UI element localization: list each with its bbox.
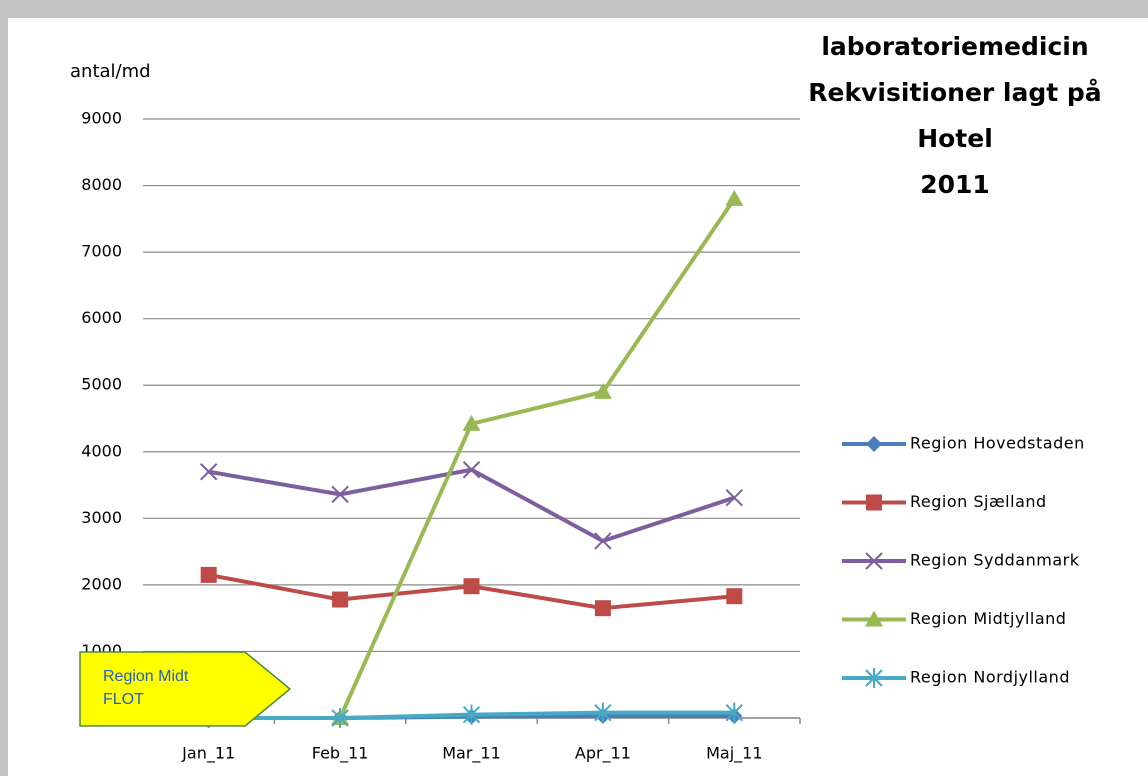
legend-marker: [865, 552, 883, 570]
y-axis-label: antal/md: [70, 61, 151, 82]
marker: [725, 488, 744, 507]
marker: [462, 461, 481, 479]
x-tick-label: Maj_11: [706, 744, 762, 764]
callout-text: FLOT: [103, 691, 144, 708]
legend-marker: [865, 610, 883, 627]
marker: [199, 463, 218, 481]
marker: [593, 382, 612, 399]
legend-marker: [866, 494, 882, 511]
y-tick-label: 9000: [81, 109, 122, 128]
y-tick-label: 4000: [81, 441, 122, 460]
marker: [462, 704, 481, 725]
legend-label: Region Sjælland: [910, 492, 1047, 511]
chart-title: Rekvisitioner lagt på: [808, 78, 1101, 107]
chart-title: 2011: [920, 170, 990, 199]
marker: [463, 578, 480, 595]
legend-marker: [866, 436, 882, 452]
marker: [726, 588, 743, 605]
y-tick-label: 3000: [81, 508, 122, 527]
legend-label: Region Syddanmark: [910, 551, 1080, 570]
x-tick-label: Jan_11: [181, 744, 235, 764]
marker: [200, 566, 217, 583]
x-tick-label: Mar_11: [442, 744, 501, 764]
chart-title: Hotel: [917, 124, 993, 153]
y-tick-label: 2000: [81, 574, 122, 593]
marker: [462, 414, 481, 431]
legend-label: Region Nordjylland: [910, 668, 1070, 687]
legend-label: Region Midtjylland: [910, 609, 1066, 628]
marker: [332, 591, 349, 608]
x-tick-label: Apr_11: [575, 744, 631, 764]
marker: [725, 702, 744, 723]
y-tick-label: 7000: [81, 242, 122, 261]
chart-title: laboratoriemedicin: [821, 32, 1088, 61]
y-tick-label: 5000: [81, 375, 122, 394]
marker: [594, 532, 612, 550]
marker: [725, 189, 744, 206]
legend-marker: [865, 668, 883, 688]
legend-label: Region Hovedstaden: [910, 434, 1085, 453]
y-tick-label: 6000: [81, 308, 122, 327]
marker: [331, 708, 349, 728]
marker: [331, 485, 349, 504]
y-tick-label: 8000: [81, 175, 122, 194]
x-tick-label: Feb_11: [312, 744, 369, 764]
marker: [594, 600, 611, 617]
marker: [594, 702, 612, 723]
callout-text: Region Midt: [103, 668, 189, 685]
callout: [79, 651, 292, 727]
